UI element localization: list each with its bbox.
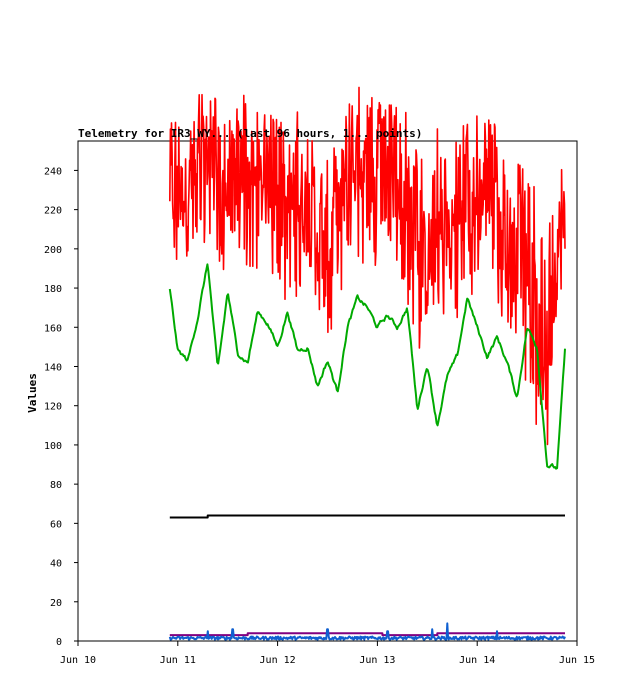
x-tick-label: Jun 10 xyxy=(60,655,96,666)
series-line-4 xyxy=(168,622,566,641)
x-axis: Jun 10 Jun 11 Jun 12 Jun 13 Jun 14 Jun 15 xyxy=(60,641,595,666)
series-line-2 xyxy=(169,514,565,519)
y-tick-label: 200 xyxy=(44,245,62,256)
x-tick-label: Jun 12 xyxy=(260,655,296,666)
x-tick-label: Jun 14 xyxy=(459,655,495,666)
y-tick-label: 240 xyxy=(44,166,62,177)
y-tick-label: 20 xyxy=(50,598,62,609)
y-tick-label: 0 xyxy=(56,637,62,648)
y-tick-label: 100 xyxy=(44,441,62,452)
x-tick-label: Jun 11 xyxy=(160,655,196,666)
x-tick-label: Jun 13 xyxy=(359,655,395,666)
series-line-1 xyxy=(168,263,566,470)
series-layer xyxy=(168,86,566,641)
x-tick-label: Jun 15 xyxy=(559,655,595,666)
y-tick-label: 120 xyxy=(44,402,62,413)
y-tick-label: 60 xyxy=(50,519,62,530)
y-axis: 0 20 40 60 80 100 120 140 160 180 200 220 240 xyxy=(44,166,78,648)
y-tick-label: 220 xyxy=(44,206,62,217)
y-tick-label: 140 xyxy=(44,362,62,373)
chart-title: Telemetry for IR3_WY... (last 96 hours, … xyxy=(78,127,422,140)
y-axis-title: Values xyxy=(26,373,39,413)
y-tick-label: 160 xyxy=(44,323,62,334)
plot-frame xyxy=(77,140,578,642)
series-line-0 xyxy=(169,86,566,446)
y-tick-label: 180 xyxy=(44,284,62,295)
y-tick-label: 40 xyxy=(50,559,62,570)
series-line-3 xyxy=(169,632,565,637)
y-tick-label: 80 xyxy=(50,480,62,491)
